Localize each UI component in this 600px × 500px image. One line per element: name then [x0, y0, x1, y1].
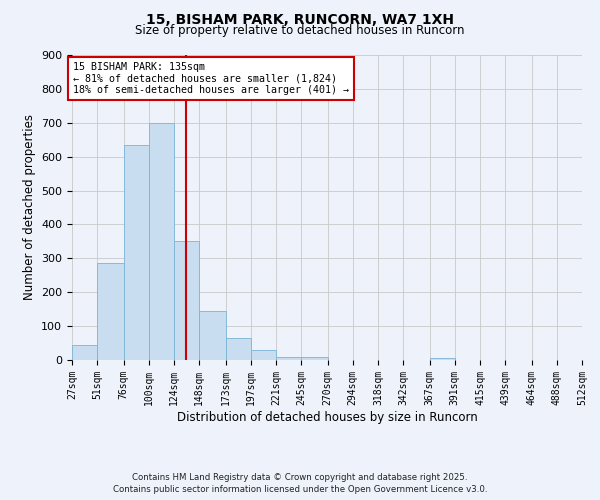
Bar [226, 338, 251, 360]
Bar [174, 240, 199, 360]
X-axis label: Distribution of detached houses by size in Runcorn: Distribution of detached houses by size … [176, 410, 478, 424]
Bar [124, 145, 149, 360]
Bar [199, 311, 226, 360]
Bar [301, 358, 328, 360]
Text: Contains HM Land Registry data © Crown copyright and database right 2025.
Contai: Contains HM Land Registry data © Crown c… [113, 472, 487, 494]
Text: Size of property relative to detached houses in Runcorn: Size of property relative to detached ho… [135, 24, 465, 37]
Text: 15, BISHAM PARK, RUNCORN, WA7 1XH: 15, BISHAM PARK, RUNCORN, WA7 1XH [146, 12, 454, 26]
Bar [72, 346, 97, 360]
Bar [97, 264, 124, 360]
Text: 15 BISHAM PARK: 135sqm
← 81% of detached houses are smaller (1,824)
18% of semi-: 15 BISHAM PARK: 135sqm ← 81% of detached… [73, 62, 349, 95]
Bar [149, 123, 174, 360]
Bar [251, 350, 276, 360]
Y-axis label: Number of detached properties: Number of detached properties [23, 114, 35, 300]
Bar [276, 356, 301, 360]
Bar [430, 358, 455, 360]
